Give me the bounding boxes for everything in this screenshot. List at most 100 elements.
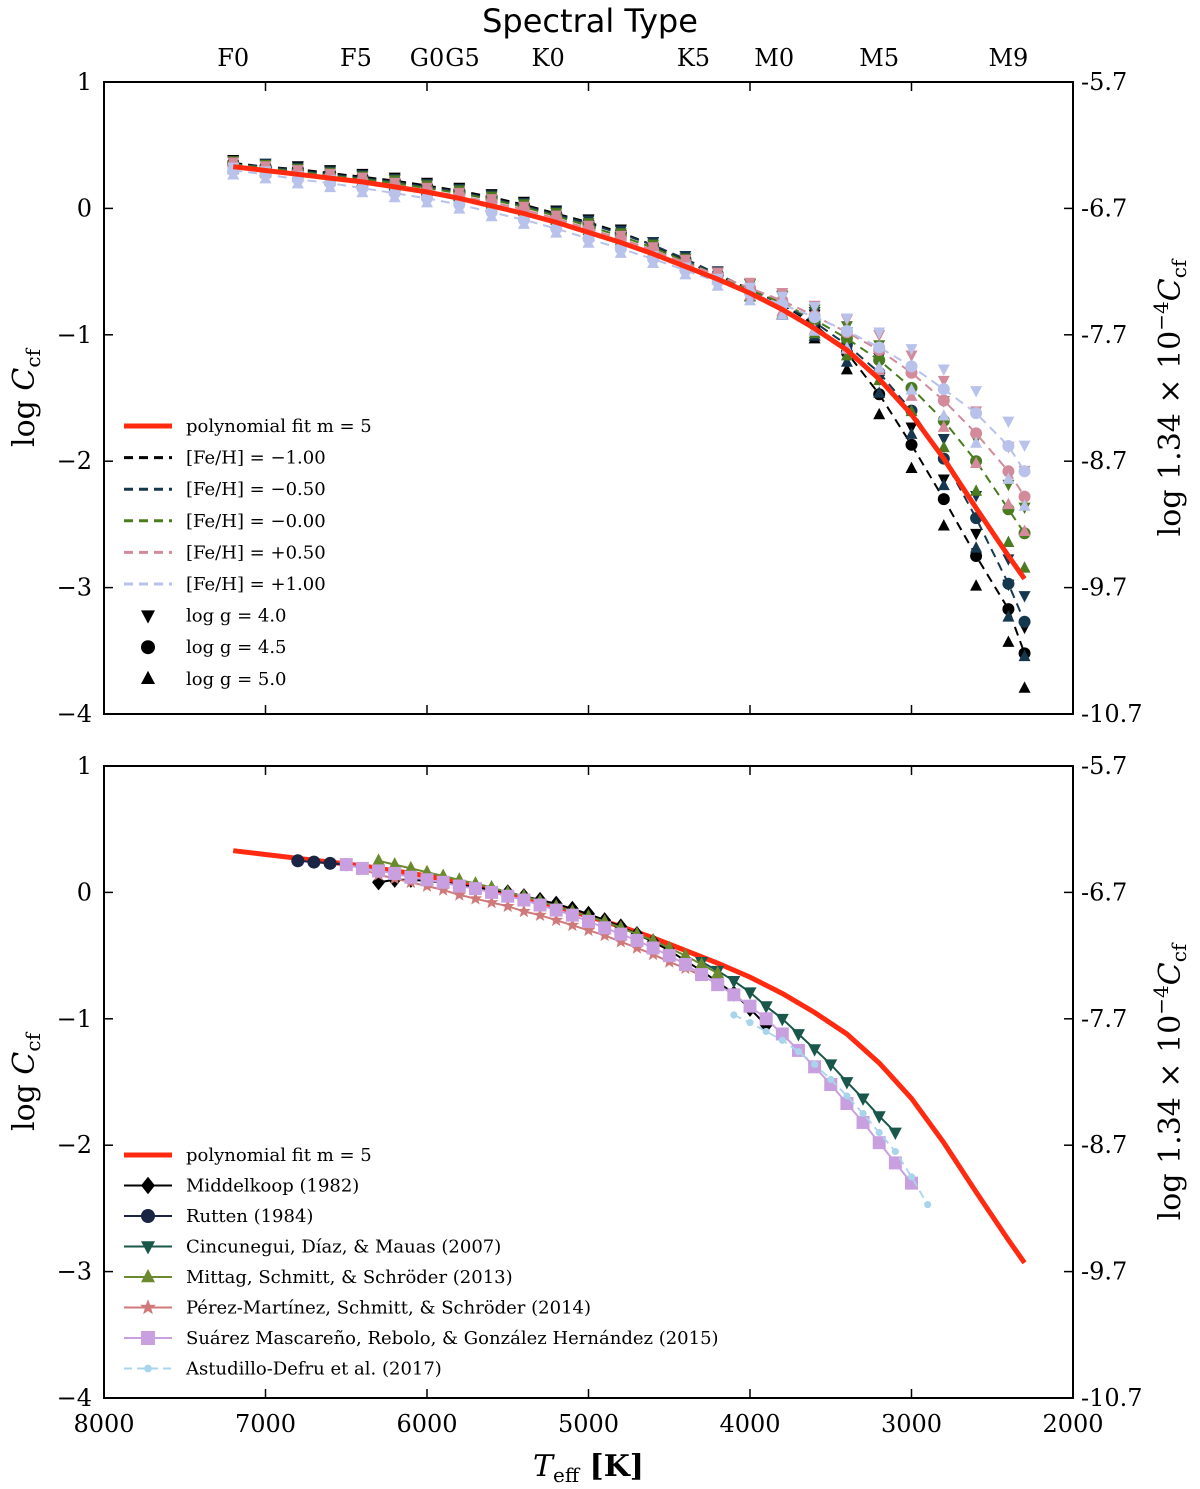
data-point [436, 882, 450, 896]
series-group [372, 871, 773, 1034]
y-tick-label-left: −1 [57, 321, 92, 349]
legend-marker [141, 1268, 155, 1283]
data-point [1002, 635, 1015, 647]
data-point [1002, 440, 1015, 453]
data-point [404, 870, 418, 884]
data-point [937, 364, 950, 376]
data-point [421, 195, 433, 208]
data-point [970, 541, 983, 553]
legend-label: [Fe/H] = −0.50 [186, 479, 326, 500]
x-tick-label: 2000 [1042, 1410, 1103, 1438]
data-point [565, 908, 579, 922]
data-point [1002, 472, 1015, 484]
data-point [517, 904, 531, 918]
data-point [808, 311, 821, 324]
legend-label: Suárez Mascareño, Rebolo, & González Her… [186, 1328, 719, 1349]
data-point [730, 1011, 738, 1019]
spectral-type-label: G5 [445, 44, 479, 72]
top-axis-title: Spectral Type [482, 2, 698, 40]
data-point [794, 1048, 803, 1056]
data-point [227, 168, 240, 180]
data-point [582, 914, 595, 928]
data-point [388, 857, 402, 870]
data-point [597, 928, 612, 942]
data-point [873, 354, 886, 367]
y-tick-label-right: -8.7 [1081, 447, 1127, 475]
series-line [297, 859, 347, 866]
data-point [1018, 440, 1031, 453]
spectral-type-label: G0 [410, 44, 444, 72]
series-line [346, 863, 913, 1184]
data-point [355, 861, 369, 875]
data-point [905, 350, 918, 362]
data-point [1018, 561, 1031, 573]
legend-marker [141, 1331, 155, 1345]
data-point [614, 934, 628, 948]
legend-marker [141, 1176, 155, 1195]
data-point [711, 279, 724, 291]
legend-marker [141, 670, 155, 685]
data-point [856, 1093, 870, 1106]
y-tick-label-left: 1 [77, 68, 92, 96]
data-point [1018, 681, 1031, 693]
legend: polynomial fit m = 5 [Fe/H] = −1.00 [Fe/H]… [124, 416, 372, 690]
legend-marker [144, 1364, 152, 1373]
data-point [453, 202, 466, 214]
data-point [1002, 577, 1015, 590]
data-point [485, 885, 499, 899]
series-line [362, 868, 703, 977]
data-point [970, 579, 983, 591]
data-point [614, 246, 627, 258]
data-point [356, 185, 369, 198]
data-point [743, 999, 757, 1013]
series-line [233, 163, 1026, 534]
data-point [339, 858, 353, 872]
data-point [1002, 416, 1015, 428]
data-point [1018, 465, 1031, 478]
data-point [873, 327, 886, 339]
data-point [937, 394, 950, 407]
legend-label: [Fe/H] = +0.50 [186, 542, 326, 563]
data-point [662, 949, 676, 963]
data-point [500, 899, 515, 913]
data-point [727, 976, 741, 989]
y-tick-label-left: 1 [77, 752, 92, 780]
data-point [678, 948, 692, 961]
legend-marker [140, 1299, 156, 1315]
data-point [291, 854, 305, 868]
x-tick-label: 4000 [719, 1410, 780, 1438]
data-point [840, 349, 853, 361]
data-point [840, 1077, 854, 1090]
data-point [888, 1156, 902, 1170]
data-point [711, 965, 725, 979]
data-point [824, 1078, 838, 1092]
data-point [776, 291, 789, 304]
series-line [233, 164, 1026, 498]
data-point [388, 190, 401, 203]
x-tick-label: 6000 [396, 1410, 457, 1438]
data-point [324, 180, 337, 193]
data-point [905, 427, 918, 439]
data-point [533, 908, 547, 921]
y-tick-label-right: -9.7 [1081, 1258, 1127, 1286]
y-tick-label-right: -9.7 [1081, 574, 1127, 602]
y-tick-label-right: -7.7 [1081, 321, 1127, 349]
data-point [436, 875, 450, 889]
data-point [937, 519, 950, 531]
data-point [970, 550, 983, 562]
data-point [937, 433, 950, 446]
data-point [759, 1012, 773, 1026]
data-point [1018, 615, 1031, 628]
data-point [323, 856, 337, 870]
data-point [937, 375, 950, 388]
legend-label: Middelkoop (1982) [186, 1176, 359, 1197]
series-line [233, 163, 1026, 623]
data-point [873, 341, 886, 354]
x-tick-label: 8000 [73, 1410, 134, 1438]
y-axis-label-left: log Ccf [7, 347, 45, 447]
data-point [485, 209, 498, 222]
data-point [778, 1036, 786, 1044]
panel-bottom: 1 -5.7 0 -6.7 −1 -7.7 −2 -8.7 −3 -9.7 −4 -10.7 8000 7… [7, 752, 1191, 1487]
legend-label: polynomial fit m = 5 [186, 1145, 372, 1166]
